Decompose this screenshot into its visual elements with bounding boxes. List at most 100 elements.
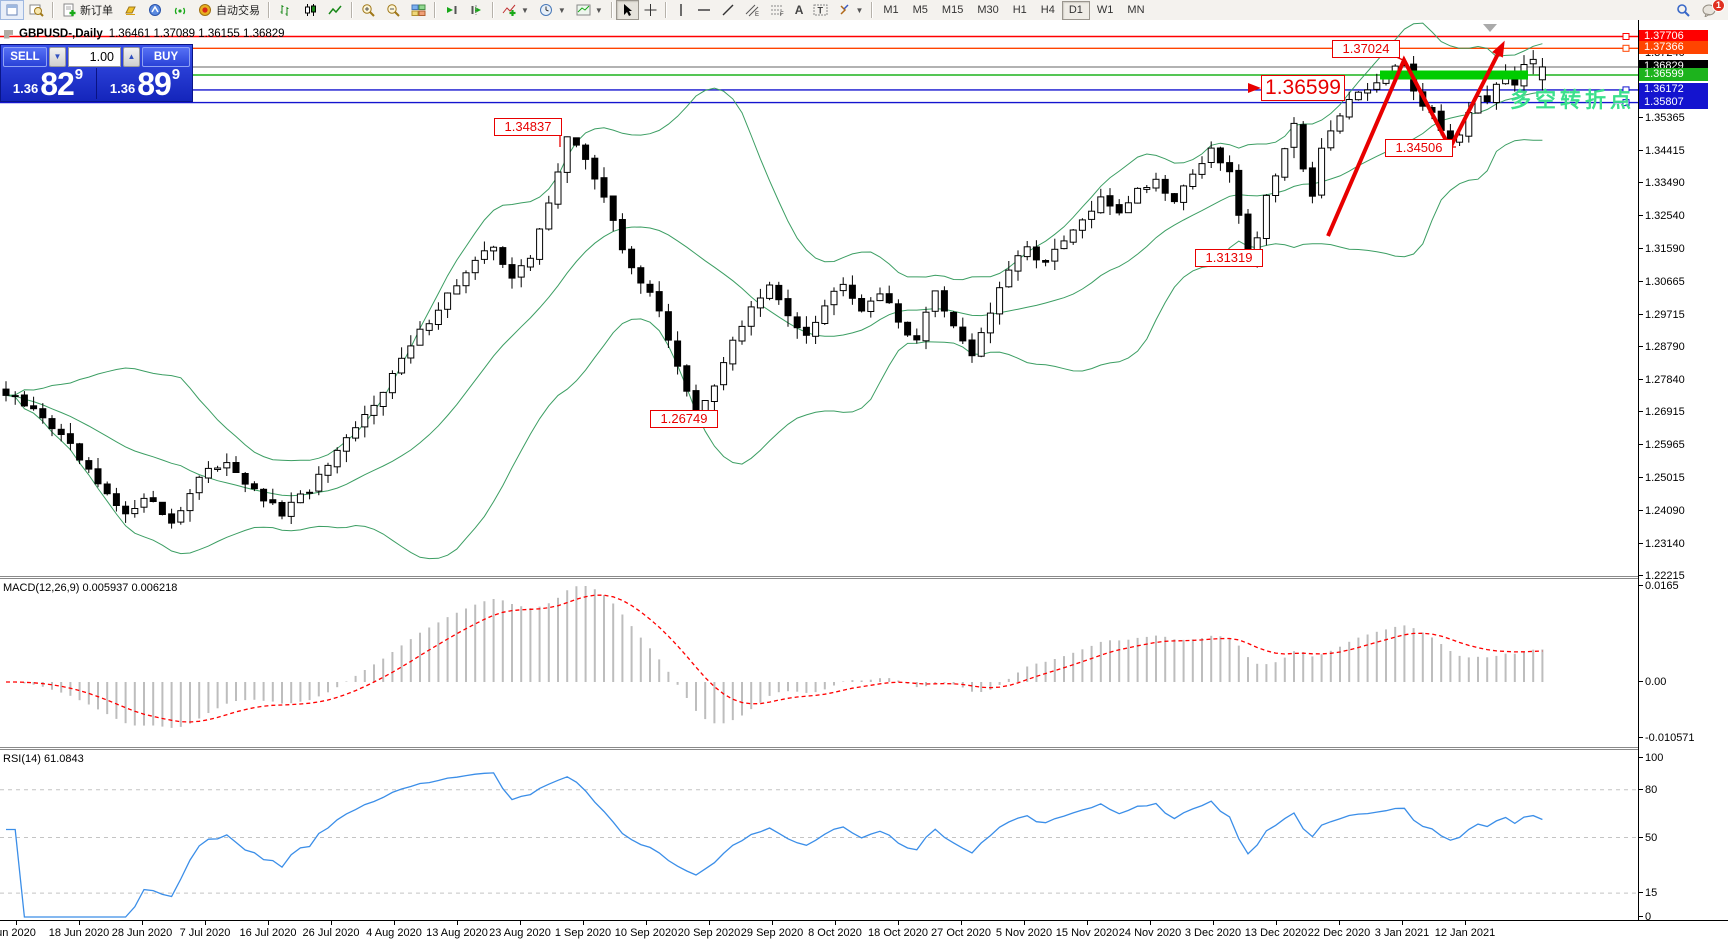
price-annotation-1.34837[interactable]: 1.34837: [494, 118, 562, 136]
new-order-button[interactable]: 新订单: [57, 0, 118, 20]
fibonacci-tool[interactable]: F: [765, 0, 790, 20]
cursor-tool[interactable]: [615, 0, 639, 20]
trendline-tool[interactable]: [716, 0, 740, 20]
y-axis-tick: 1.23140: [1638, 538, 1685, 550]
autoscroll-icon[interactable]: [439, 0, 464, 20]
notifications-icon[interactable]: 1: [1696, 0, 1725, 20]
window-icon[interactable]: [0, 0, 24, 20]
notification-badge: 1: [1712, 0, 1725, 12]
rsi-axis-tick: 0: [1638, 911, 1651, 923]
x-axis-label: 23 Aug 2020: [489, 927, 551, 939]
timeframe-button-m15[interactable]: M15: [941, 3, 964, 16]
candlestick-chart-icon[interactable]: [298, 0, 323, 20]
x-axis-tick: [1024, 921, 1025, 925]
timeframe-button-m5[interactable]: M5: [912, 3, 928, 16]
macd-indicator-title: MACD(12,26,9) 0.005937 0.006218: [3, 582, 178, 594]
x-axis-label: 4 Aug 2020: [366, 927, 422, 939]
toolbar-separator: [610, 2, 613, 18]
chart-shift-icon[interactable]: [464, 0, 489, 20]
autotrade-label: 自动交易: [216, 5, 260, 17]
channel-tool[interactable]: E: [740, 0, 765, 20]
crosshair-tool[interactable]: [639, 0, 662, 20]
price-annotation-1.34506[interactable]: 1.34506: [1385, 139, 1453, 157]
vertical-line-tool[interactable]: [670, 0, 692, 20]
sell-price-point: 9: [74, 66, 84, 83]
zoom-out-icon[interactable]: [381, 0, 406, 20]
x-axis-tick: [646, 921, 647, 925]
bar-chart-icon[interactable]: [273, 0, 298, 20]
timeframe-button-m1[interactable]: M1: [883, 3, 899, 16]
toolbar-separator: [434, 2, 436, 18]
toolbar: 新订单 自动交易 ▼ ▼ ▼ E F A T ▼: [0, 0, 1728, 21]
volume-decrease-stepper[interactable]: ▼: [49, 47, 66, 67]
timeframe-button-d1[interactable]: D1: [1061, 0, 1090, 20]
price-annotation-1.26749[interactable]: 1.26749: [650, 410, 718, 428]
label-tool[interactable]: T: [808, 0, 833, 20]
search-icon[interactable]: [1671, 0, 1696, 20]
horizontal-line-tool[interactable]: [692, 0, 716, 20]
timeframe-button-m30[interactable]: M30: [977, 3, 999, 16]
sell-price[interactable]: 1.36 82 9: [3, 66, 93, 100]
x-axis-label: 24 Nov 2020: [1118, 927, 1182, 939]
price-annotation-1.31319[interactable]: 1.31319: [1195, 249, 1263, 267]
x-axis-label: 7 Jul 2020: [179, 927, 231, 939]
price-annotation-1.36599[interactable]: 1.36599: [1261, 75, 1345, 101]
gold-icon[interactable]: [118, 0, 143, 20]
timeframe-button-mn[interactable]: MN: [1127, 3, 1145, 16]
macd-axis-tick: 0.00: [1638, 676, 1666, 688]
x-axis-label: 12 Jan 2021: [1434, 927, 1496, 939]
x-axis-tick: [1150, 921, 1151, 925]
x-axis-label: 18 Jun 2020: [48, 927, 110, 939]
y-axis-tick: 1.31590: [1638, 243, 1685, 255]
text-tool[interactable]: A: [794, 3, 804, 17]
x-axis-label: 29 Sep 2020: [740, 927, 804, 939]
resistance-zone-bar[interactable]: [1380, 70, 1528, 80]
panel-splitter[interactable]: [0, 576, 1728, 579]
x-axis-tick: [1402, 921, 1403, 925]
x-axis-label: 10 Sep 2020: [614, 927, 678, 939]
timeframe-button-w1[interactable]: W1: [1096, 3, 1114, 16]
x-axis-tick: [1087, 921, 1088, 925]
chevron-down-icon: ▼: [855, 5, 864, 15]
panel-splitter[interactable]: [0, 747, 1728, 750]
y-axis-tick: 1.30665: [1638, 276, 1685, 288]
price-axis[interactable]: 1.372401.353651.344151.334901.325401.315…: [1638, 20, 1728, 923]
chart-preview-icon[interactable]: [24, 0, 49, 20]
buy-button[interactable]: BUY: [142, 47, 190, 67]
line-chart-icon[interactable]: [323, 0, 348, 20]
timeframe-button-h4[interactable]: H4: [1040, 3, 1055, 16]
price-annotation-1.37024[interactable]: 1.37024: [1332, 40, 1400, 58]
y-axis-tick: 1.27840: [1638, 374, 1685, 386]
macd-axis-tick: -0.010571: [1638, 732, 1695, 744]
x-axis-label: 5 Nov 2020: [995, 927, 1053, 939]
x-axis-label: 20 Sep 2020: [677, 927, 741, 939]
signal-icon[interactable]: [168, 0, 193, 20]
arrows-tool[interactable]: ▼: [833, 0, 868, 20]
chart-object-marker: [1483, 24, 1497, 32]
zoom-in-icon[interactable]: [356, 0, 381, 20]
timeframe-button-h1[interactable]: H1: [1012, 3, 1027, 16]
price-line-label: 1.37706: [1639, 29, 1708, 43]
volume-input[interactable]: 1.00: [68, 47, 121, 67]
templates-icon[interactable]: ▼: [571, 0, 608, 20]
buy-price-point: 9: [171, 66, 181, 83]
x-axis-tick: [1465, 921, 1466, 925]
autotrade-button[interactable]: 自动交易: [193, 0, 265, 20]
trend-arrow[interactable]: [1326, 45, 1504, 237]
tile-windows-icon[interactable]: [406, 0, 431, 20]
sell-button[interactable]: SELL: [3, 47, 47, 67]
x-axis-label: 28 Jun 2020: [111, 927, 173, 939]
timeframe-toolbar: M1 M5 M15 M30 H1 H4 D1 W1 MN: [876, 0, 1151, 20]
metaeditor-icon[interactable]: [143, 0, 168, 20]
time-axis[interactable]: un 2020 18 Jun 2020 28 Jun 2020 7 Jul 2020 1…: [0, 920, 1728, 943]
bull-bear-turning-point-note[interactable]: 多空转折点: [1510, 89, 1635, 112]
y-axis-tick: 1.34415: [1638, 145, 1685, 157]
x-axis-label: un 2020: [0, 927, 36, 939]
toolbar-separator: [268, 2, 270, 18]
indicators-icon[interactable]: ▼: [497, 0, 534, 20]
volume-increase-stepper[interactable]: ▲: [123, 47, 140, 67]
periods-icon[interactable]: ▼: [534, 0, 571, 20]
buy-price[interactable]: 1.36 89 9: [100, 66, 190, 100]
chart-canvas[interactable]: [0, 20, 1638, 920]
y-axis-tick: 1.29715: [1638, 309, 1685, 321]
